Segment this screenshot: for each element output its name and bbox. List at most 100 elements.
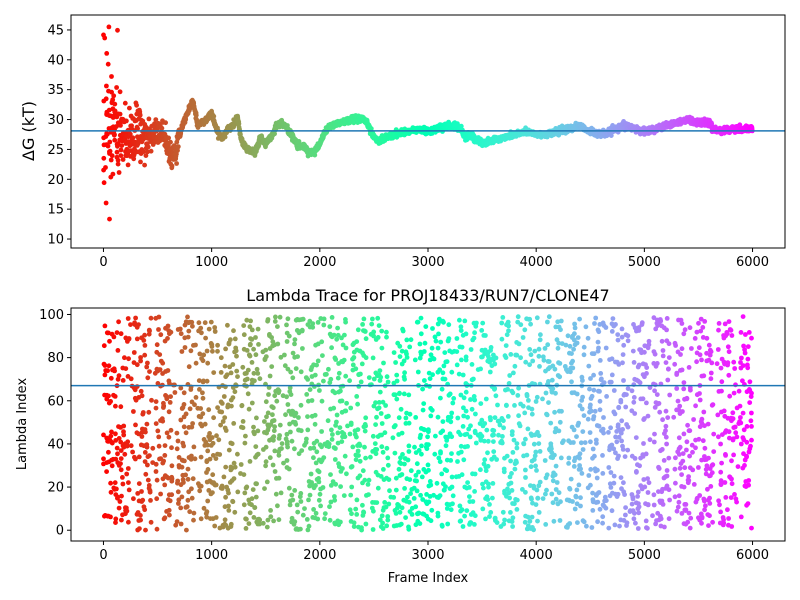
lambda-point	[175, 478, 181, 484]
lambda-point	[257, 376, 263, 382]
lambda-point	[175, 489, 181, 495]
lambda-point	[438, 339, 444, 345]
lambda-point	[576, 420, 581, 426]
lambda-point	[471, 335, 477, 341]
lambda-point	[550, 386, 556, 392]
lambda-point	[586, 473, 592, 478]
lambda-point	[363, 355, 369, 361]
lambda-point	[327, 504, 332, 510]
lambda-point	[540, 396, 545, 402]
lambda-point	[136, 322, 141, 327]
lambda-point	[383, 403, 388, 408]
lambda-point	[241, 502, 247, 508]
lambda-point	[321, 378, 326, 384]
lambda-point	[276, 475, 282, 481]
dg-point	[104, 51, 110, 56]
bottom-panel: Lambda Trace for PROJ18433/RUN7/CLONE47 …	[15, 286, 786, 586]
dg-point	[107, 139, 113, 145]
lambda-point	[534, 315, 540, 321]
lambda-point	[508, 480, 514, 486]
lambda-point	[172, 382, 177, 388]
lambda-point	[585, 335, 591, 341]
top-points	[101, 24, 755, 222]
lambda-point	[292, 446, 297, 452]
lambda-point	[339, 398, 345, 404]
lambda-point	[111, 334, 117, 340]
lambda-point	[495, 402, 500, 408]
lambda-point	[548, 441, 554, 447]
lambda-point	[520, 403, 526, 409]
lambda-point	[158, 332, 164, 338]
lambda-point	[574, 391, 580, 397]
dg-point	[101, 180, 107, 186]
lambda-point	[118, 467, 124, 473]
lambda-point	[588, 439, 593, 445]
lambda-point	[540, 496, 546, 501]
lambda-point	[307, 492, 313, 498]
lambda-point	[185, 334, 191, 340]
lambda-point	[221, 474, 227, 480]
lambda-point	[263, 444, 269, 450]
lambda-point	[300, 316, 306, 322]
dg-point	[134, 102, 140, 108]
lambda-point	[359, 361, 365, 367]
lambda-point	[516, 413, 521, 419]
lambda-point	[283, 412, 288, 418]
lambda-point	[106, 393, 111, 399]
lambda-point	[374, 500, 380, 505]
lambda-point	[253, 352, 259, 358]
lambda-point	[233, 382, 239, 388]
lambda-point	[122, 355, 127, 361]
lambda-point	[428, 482, 434, 488]
dg-point	[256, 143, 262, 148]
lambda-point	[583, 324, 589, 330]
lambda-point	[156, 443, 162, 449]
lambda-point	[528, 464, 534, 470]
lambda-point	[130, 449, 136, 455]
lambda-point	[459, 344, 465, 350]
lambda-point	[122, 451, 128, 457]
top-y-tick-label: 25	[47, 143, 64, 158]
lambda-point	[505, 319, 511, 325]
lambda-point	[592, 453, 597, 459]
lambda-point	[381, 360, 386, 366]
lambda-point	[367, 382, 373, 388]
lambda-point	[244, 516, 249, 522]
lambda-point	[402, 370, 407, 376]
lambda-point	[472, 397, 478, 403]
lambda-point	[148, 519, 154, 525]
lambda-point	[557, 518, 563, 523]
top-x-tick-label: 1000	[195, 255, 228, 270]
lambda-point	[454, 336, 460, 341]
dg-point	[109, 89, 114, 95]
lambda-point	[571, 427, 577, 433]
lambda-point	[140, 497, 146, 503]
lambda-point	[329, 437, 335, 442]
lambda-point	[326, 366, 331, 372]
top-y-tick-label: 10	[47, 233, 64, 248]
lambda-point	[154, 477, 160, 483]
lambda-point	[384, 329, 389, 335]
lambda-point	[438, 395, 443, 401]
lambda-point	[116, 373, 122, 379]
lambda-point	[268, 508, 273, 513]
lambda-point	[322, 511, 328, 516]
lambda-point	[153, 469, 159, 474]
lambda-point	[145, 375, 151, 381]
lambda-point	[222, 363, 228, 369]
lambda-point	[305, 414, 310, 419]
dg-point	[272, 131, 277, 137]
top-y-axis-label: ΔG (kT)	[19, 101, 38, 161]
lambda-point	[400, 452, 405, 457]
lambda-point	[270, 412, 275, 418]
lambda-point	[263, 463, 268, 469]
lambda-point	[271, 428, 277, 434]
lambda-point	[567, 485, 572, 491]
lambda-point	[528, 321, 533, 327]
lambda-point	[473, 440, 479, 446]
lambda-point	[488, 417, 493, 423]
lambda-point	[137, 526, 142, 531]
dg-point	[174, 161, 180, 166]
lambda-point	[392, 392, 398, 398]
dg-point	[145, 144, 151, 150]
